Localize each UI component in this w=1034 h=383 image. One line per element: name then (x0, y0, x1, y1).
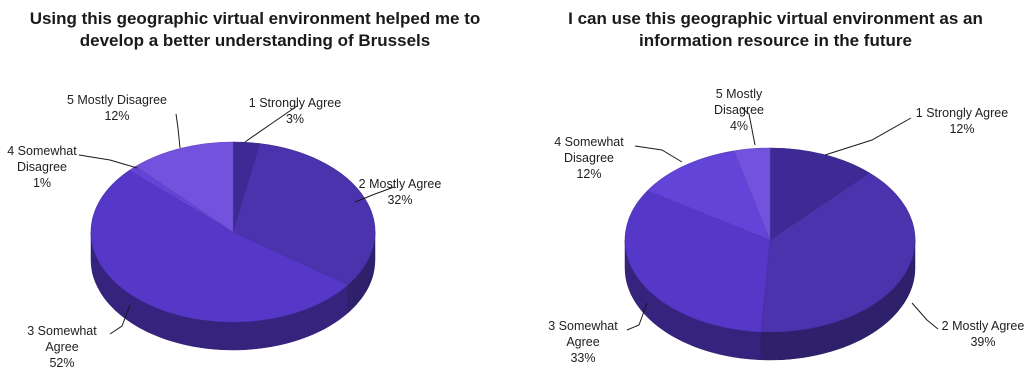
leader-line (109, 304, 131, 335)
slice-percent: 1% (33, 176, 51, 190)
leader-line (824, 117, 912, 156)
leader-line (354, 186, 395, 203)
pie-labels: 1 Strongly Agree 12% 2 Mostly Agree 39% 3 So… (548, 87, 1024, 365)
pie-slice (90, 170, 349, 323)
chart-title: I can use this geographic virtual enviro… (517, 8, 1034, 52)
slice-percent: 33% (570, 351, 595, 365)
slice-percent: 12% (949, 122, 974, 136)
leader-line (911, 302, 939, 330)
slice-label-line: Disagree (17, 160, 67, 174)
slice-label-line: 4 Somewhat (554, 135, 624, 149)
slice-label: 2 Mostly Agree 32% (359, 177, 442, 207)
slice-percent: 12% (576, 167, 601, 181)
pie-chart: 1 Strongly Agree 3% 2 Mostly Agree 32% 3 Som… (7, 93, 441, 370)
slice-percent: 32% (387, 193, 412, 207)
chart-title: Using this geographic virtual environmen… (0, 8, 510, 52)
slice-label: 1 Strongly Agree 12% (916, 106, 1008, 136)
slice-label-line: 3 Somewhat (27, 324, 97, 338)
slice-label-line: 5 Mostly (716, 87, 763, 101)
slice-label: 2 Mostly Agree 39% (942, 319, 1025, 349)
pie-slices (624, 147, 916, 333)
pie-slice (760, 172, 916, 333)
slice-label-line: 2 Mostly Agree (942, 319, 1025, 333)
slice-percent: 39% (970, 335, 995, 349)
chart-information-resource: I can use this geographic virtual enviro… (517, 0, 1034, 383)
slice-label: 3 Somewhat Agree 52% (27, 324, 97, 370)
slice-label-line: Agree (45, 340, 78, 354)
slice-label: 4 Somewhat Disagree 1% (7, 144, 77, 190)
slice-label-line: 1 Strongly Agree (249, 96, 341, 110)
chart-helped-understanding: Using this geographic virtual environmen… (0, 0, 510, 383)
pie-chart: 1 Strongly Agree 12% 2 Mostly Agree 39% 3 So… (548, 87, 1024, 365)
slice-percent: 52% (49, 356, 74, 370)
leader-line (78, 154, 138, 169)
slice-label: 1 Strongly Agree 3% (249, 96, 341, 126)
leader-line (244, 105, 298, 143)
slice-label-line: 2 Mostly Agree (359, 177, 442, 191)
slice-label-line: 3 Somewhat (548, 319, 618, 333)
slice-label: 5 Mostly Disagree 4% (714, 87, 764, 133)
leader-line (175, 113, 181, 149)
slice-label: 5 Mostly Disagree 12% (67, 93, 167, 123)
pie-slice (135, 141, 234, 233)
pie-slice (232, 143, 376, 286)
chart-title-line: Using this geographic virtual environmen… (29, 9, 481, 28)
pie-slice (624, 190, 771, 333)
chart-title-line: information resource in the future (639, 31, 912, 50)
pie-labels: 1 Strongly Agree 3% 2 Mostly Agree 32% 3 Som… (7, 93, 441, 370)
leader-line (626, 302, 648, 331)
pie-slice (733, 147, 771, 241)
pie-slice (769, 147, 870, 241)
slice-label-line: Agree (566, 335, 599, 349)
slice-label-line: Disagree (714, 103, 764, 117)
slice-label-line: 1 Strongly Agree (916, 106, 1008, 120)
slice-label: 4 Somewhat Disagree 12% (554, 135, 624, 181)
chart-title-line: I can use this geographic virtual enviro… (568, 9, 983, 28)
chart-title-line: develop a better understanding of Brusse… (79, 31, 431, 50)
slice-label: 3 Somewhat Agree 33% (548, 319, 618, 365)
slice-percent: 4% (730, 119, 748, 133)
pie-slices (90, 141, 376, 323)
slice-label-line: Disagree (564, 151, 614, 165)
pie-slice (647, 150, 771, 241)
slice-label-line: 5 Mostly Disagree (67, 93, 167, 107)
slice-percent: 12% (104, 109, 129, 123)
leader-line (741, 107, 756, 146)
slice-label-line: 4 Somewhat (7, 144, 77, 158)
leader-line (634, 145, 683, 163)
slice-percent: 3% (286, 112, 304, 126)
